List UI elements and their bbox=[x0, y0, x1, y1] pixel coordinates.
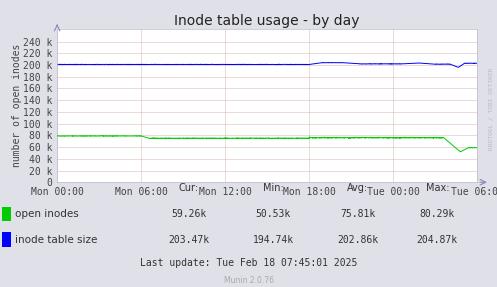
Text: 50.53k: 50.53k bbox=[256, 209, 291, 219]
Text: Munin 2.0.76: Munin 2.0.76 bbox=[224, 276, 273, 285]
Text: Last update: Tue Feb 18 07:45:01 2025: Last update: Tue Feb 18 07:45:01 2025 bbox=[140, 258, 357, 267]
Text: open inodes: open inodes bbox=[15, 209, 79, 219]
Text: 202.86k: 202.86k bbox=[337, 235, 378, 245]
Text: Max:: Max: bbox=[425, 183, 449, 193]
Text: Avg:: Avg: bbox=[347, 183, 368, 193]
Text: 194.74k: 194.74k bbox=[253, 235, 294, 245]
Text: inode table size: inode table size bbox=[15, 235, 97, 245]
Y-axis label: number of open inodes: number of open inodes bbox=[11, 44, 21, 167]
Title: Inode table usage - by day: Inode table usage - by day bbox=[174, 13, 360, 28]
Text: 203.47k: 203.47k bbox=[168, 235, 209, 245]
Text: 80.29k: 80.29k bbox=[420, 209, 455, 219]
Text: 59.26k: 59.26k bbox=[171, 209, 206, 219]
Text: Cur:: Cur: bbox=[179, 183, 199, 193]
Text: 75.81k: 75.81k bbox=[340, 209, 375, 219]
Text: 204.87k: 204.87k bbox=[417, 235, 458, 245]
Text: RRDTOOL / TOBI OETIKER: RRDTOOL / TOBI OETIKER bbox=[489, 68, 494, 150]
Text: Min:: Min: bbox=[263, 183, 284, 193]
